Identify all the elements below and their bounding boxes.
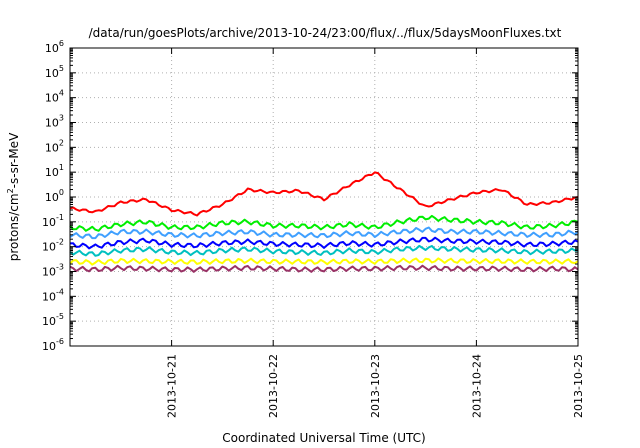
x-tick-label: 2013-10-21 [166, 354, 179, 418]
x-tick-label: 2013-10-22 [267, 354, 280, 418]
y-tick-label: 103 [45, 114, 64, 130]
y-tick-label: 106 [45, 39, 64, 55]
y-axis-label-base: protons/cm [7, 193, 21, 261]
series-line-7 [69, 264, 579, 273]
y-axis-label-sup: 2 [6, 188, 15, 193]
series-line-4 [69, 236, 579, 250]
y-tick-label: 10-3 [42, 263, 64, 279]
y-tick-label: 104 [45, 89, 64, 105]
series-line-1 [69, 171, 579, 217]
series-line-6 [69, 257, 579, 266]
series-line-3 [69, 226, 579, 240]
x-tick-label: 2013-10-25 [572, 354, 585, 418]
y-axis-label-rest: -s-sr-MeV [7, 132, 21, 188]
x-axis-label: Coordinated Universal Time (UTC) [222, 431, 425, 445]
chart-title: /data/run/goesPlots/archive/2013-10-24/2… [89, 26, 562, 40]
series-line-5 [69, 244, 579, 257]
y-tick-label: 10-6 [42, 337, 64, 353]
y-tick-label: 10-2 [42, 238, 64, 254]
y-tick-label: 10-1 [42, 213, 64, 229]
series-group [69, 171, 579, 273]
y-tick-label: 10-4 [42, 287, 64, 303]
x-axis: 2013-10-21 2013-10-22 2013-10-23 2013-10-24… [166, 48, 585, 418]
y-tick-label: 101 [45, 163, 64, 179]
y-tick-label: 100 [45, 188, 64, 204]
y-tick-label: 105 [45, 64, 64, 80]
x-tick-label: 2013-10-24 [470, 354, 483, 418]
y-tick-label: 102 [45, 138, 64, 154]
grid [70, 48, 578, 346]
series-line-2 [69, 214, 579, 232]
y-axis-label: protons/cm2-s-sr-MeV [6, 132, 21, 261]
x-tick-label: 2013-10-23 [369, 354, 382, 418]
y-axis: 10-6 10-5 10-4 10-3 10-2 10-1 100 101 102 103 104 1… [42, 39, 578, 353]
y-tick-label: 10-5 [42, 312, 64, 328]
